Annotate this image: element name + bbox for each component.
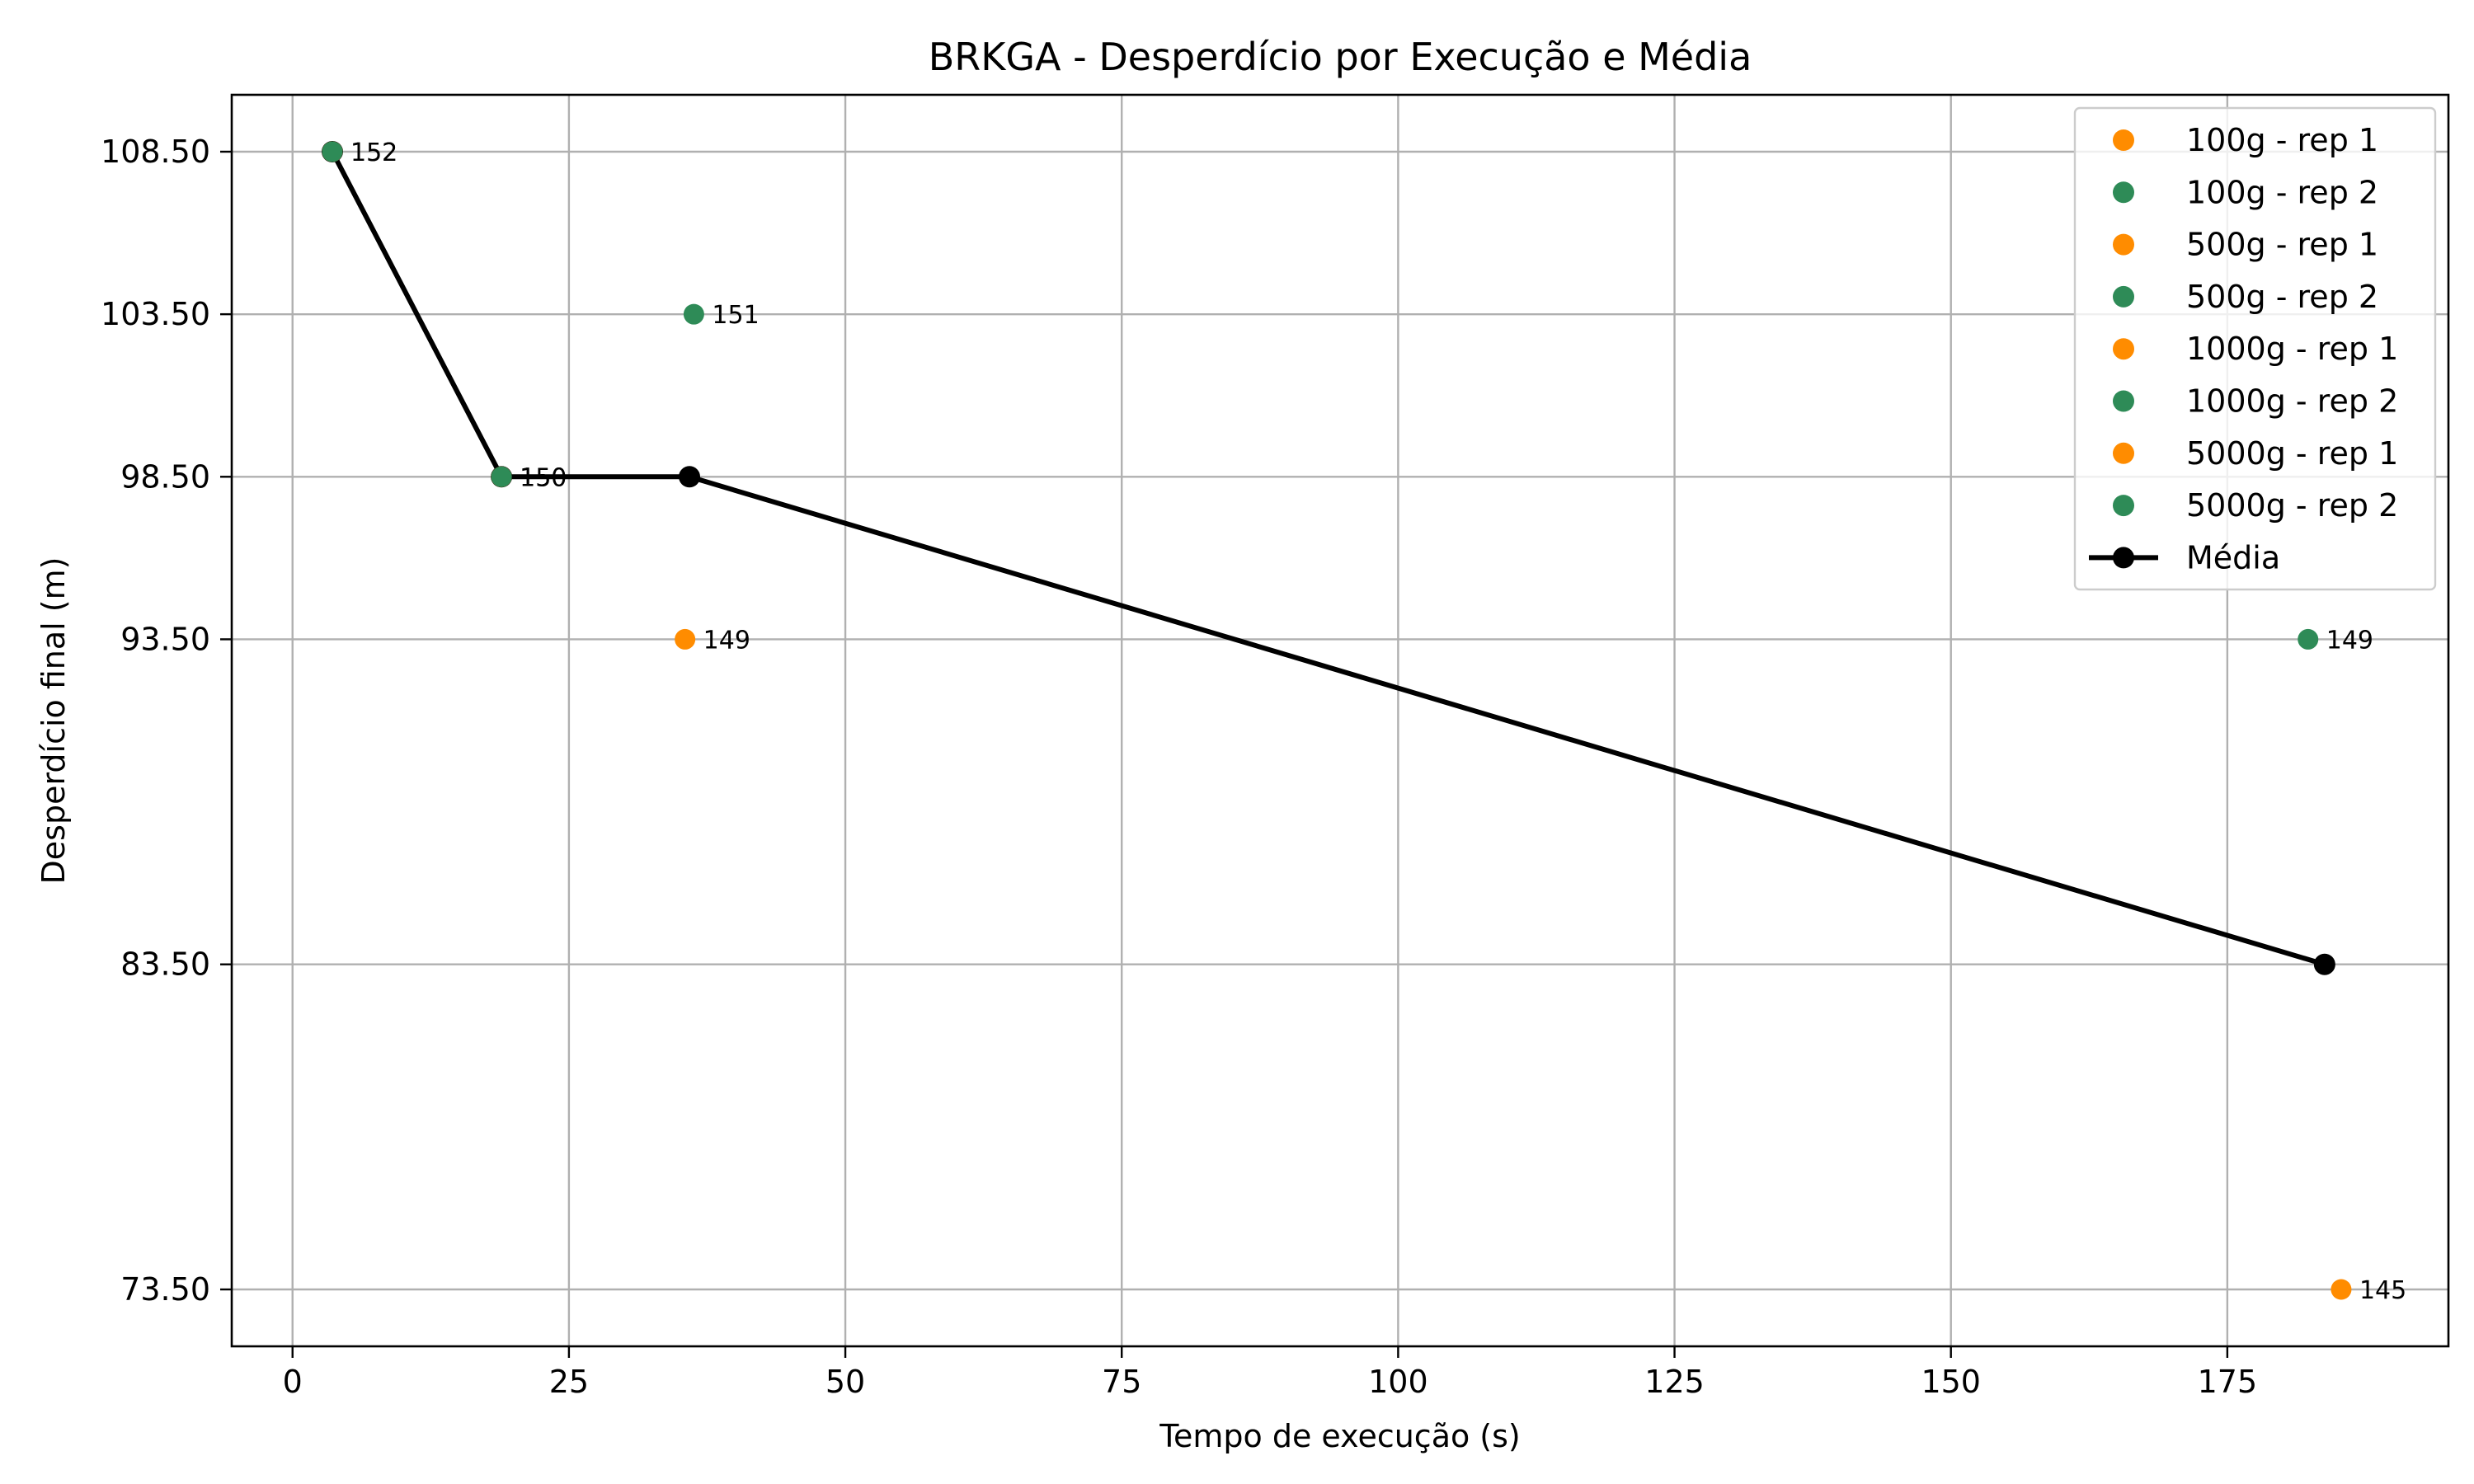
x-tick-label: 100 xyxy=(1368,1364,1428,1400)
data-point xyxy=(675,628,696,650)
x-tick-label: 50 xyxy=(825,1364,865,1400)
data-point xyxy=(683,303,704,325)
point-label: 151 xyxy=(712,301,759,330)
axis-ticks: 0 25 50 75 100 125 150 175 73.50 83.50 93.50 98.50 1… xyxy=(101,134,2257,1400)
legend-marker xyxy=(2113,338,2134,360)
point-label: 152 xyxy=(350,139,397,167)
point-label: 152 xyxy=(350,139,397,167)
data-point xyxy=(491,466,512,487)
legend-marker xyxy=(2113,285,2134,308)
x-tick-label: 0 xyxy=(283,1364,303,1400)
mean-point xyxy=(2313,953,2335,975)
data-point xyxy=(2331,1279,2352,1300)
x-tick-label: 150 xyxy=(1921,1364,1981,1400)
legend-marker xyxy=(2113,547,2134,569)
legend-marker xyxy=(2113,233,2134,256)
data-points xyxy=(322,141,2352,1300)
legend-label: 5000g - rep 2 xyxy=(2186,487,2398,524)
legend-label: 5000g - rep 1 xyxy=(2186,435,2398,472)
y-tick-label: 93.50 xyxy=(120,621,210,657)
mean-line xyxy=(330,150,2326,967)
y-axis-label: Desperdício final (m) xyxy=(35,557,72,885)
legend-label: 500g - rep 1 xyxy=(2186,227,2378,263)
x-tick-label: 25 xyxy=(549,1364,589,1400)
point-label: 150 xyxy=(520,463,567,492)
legend-label: 100g - rep 2 xyxy=(2186,174,2378,210)
y-tick-label: 83.50 xyxy=(120,946,210,983)
mean-point xyxy=(679,466,701,488)
x-tick-label: 75 xyxy=(1102,1364,1141,1400)
point-label: 150 xyxy=(520,463,567,492)
legend-marker xyxy=(2113,442,2134,464)
chart-title: BRKGA - Desperdício por Execução e Média xyxy=(929,35,1752,79)
legend-box xyxy=(2073,106,2437,591)
x-tick-label: 125 xyxy=(1644,1364,1705,1400)
x-axis-label: Tempo de execução (s) xyxy=(1159,1418,1521,1454)
point-label: 149 xyxy=(703,626,750,655)
legend-marker xyxy=(2113,129,2134,151)
legend-label: 500g - rep 2 xyxy=(2186,279,2378,315)
point-label: 149 xyxy=(2326,626,2373,655)
y-tick-label: 103.50 xyxy=(101,296,210,332)
data-point xyxy=(322,141,343,162)
legend-marker xyxy=(2113,495,2134,517)
legend-label: Média xyxy=(2186,539,2280,575)
y-tick-label: 108.50 xyxy=(101,134,210,170)
legend-label: 1000g - rep 2 xyxy=(2186,383,2398,420)
x-tick-label: 175 xyxy=(2198,1364,2258,1400)
data-point xyxy=(2298,628,2319,650)
point-label: 145 xyxy=(2359,1276,2406,1305)
y-tick-label: 73.50 xyxy=(120,1271,210,1308)
legend-marker xyxy=(2113,181,2134,204)
legend-label: 100g - rep 1 xyxy=(2186,122,2378,158)
plot-frame xyxy=(230,93,2450,1348)
legend: 100g - rep 1 100g - rep 2 500g - rep 1 500g… xyxy=(2073,106,2437,591)
legend-marker xyxy=(2113,390,2134,412)
y-tick-label: 98.50 xyxy=(120,458,210,495)
legend-label: 1000g - rep 1 xyxy=(2186,331,2398,367)
